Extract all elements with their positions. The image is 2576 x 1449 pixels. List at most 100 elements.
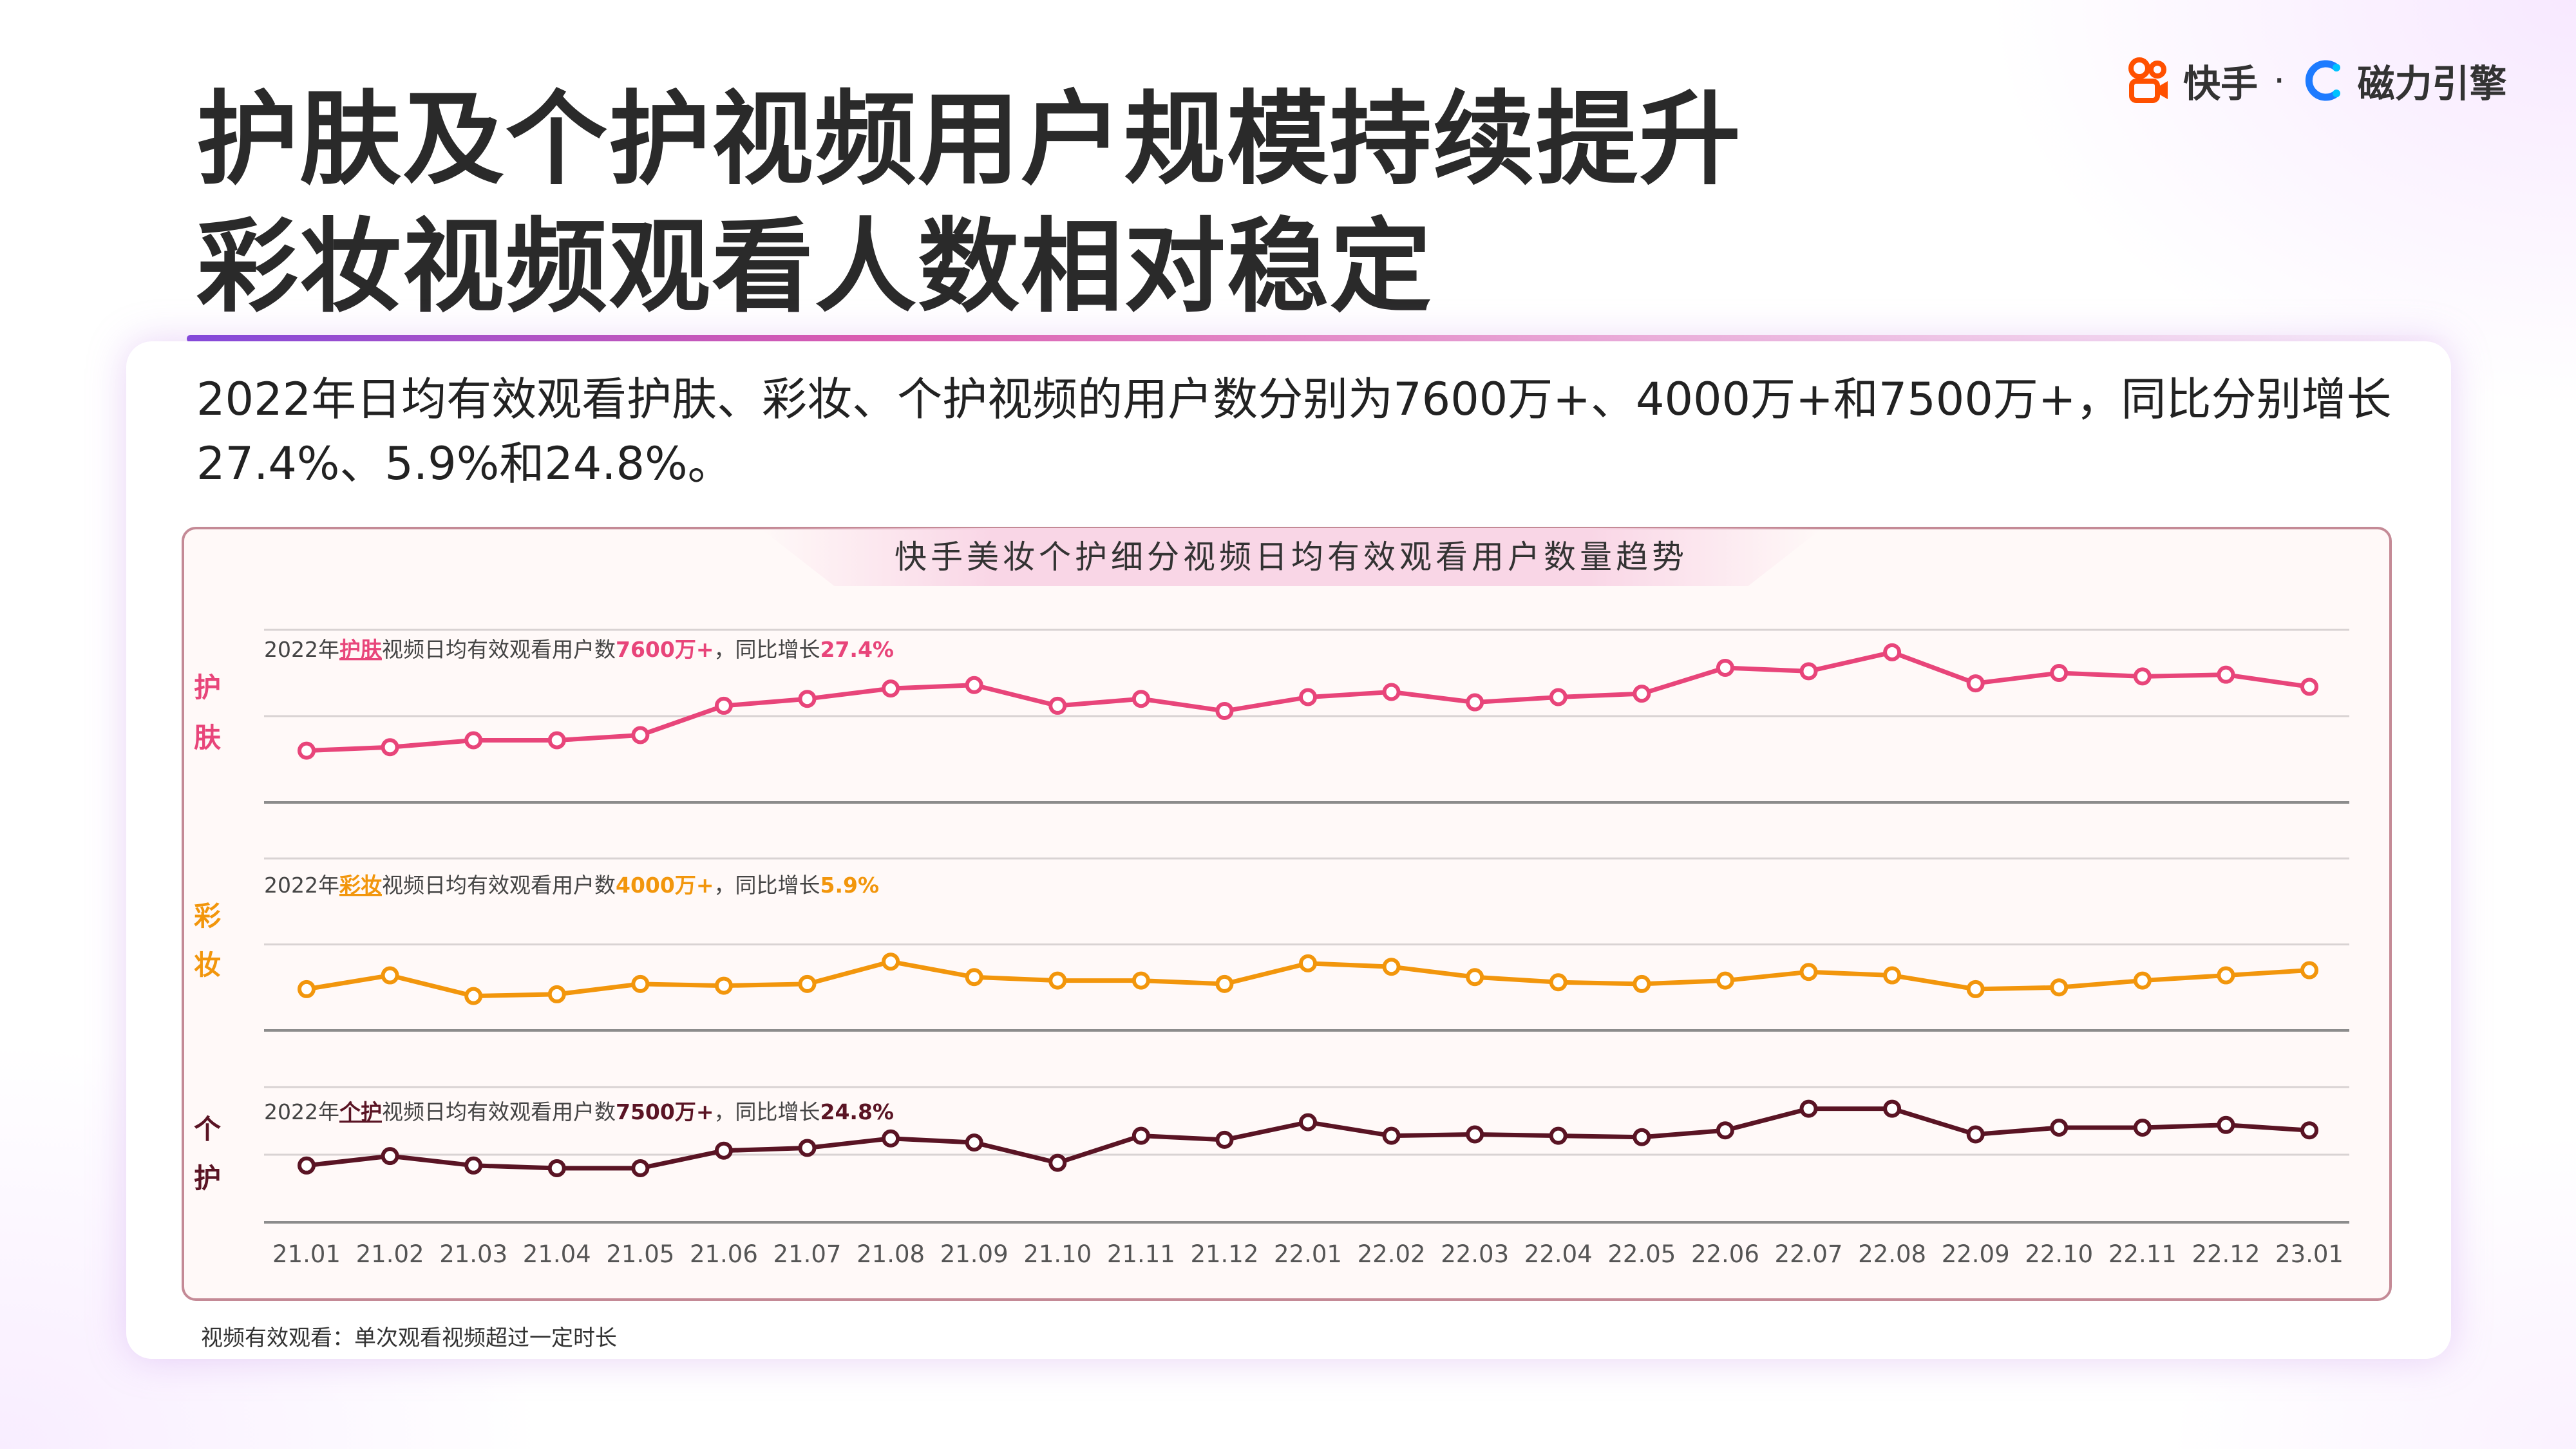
annotation-part: 个护 xyxy=(339,1099,382,1124)
data-point-skincare-22.02 xyxy=(1382,683,1401,701)
panel-side-label: 护 xyxy=(194,672,221,703)
x-tick-label: 22.09 xyxy=(1942,1240,2010,1268)
data-point-skincare-21.12 xyxy=(1215,701,1234,720)
data-point-skincare-22.11 xyxy=(2133,667,2152,686)
annotation-part: 彩妆 xyxy=(339,873,382,898)
data-point-personal-22.10 xyxy=(2050,1119,2069,1137)
annotation-part: 27.4% xyxy=(820,637,894,662)
data-point-makeup-21.01 xyxy=(298,980,316,998)
data-point-personal-22.09 xyxy=(1966,1125,1985,1144)
x-tick-label: 22.02 xyxy=(1358,1240,1426,1268)
data-point-personal-22.12 xyxy=(2217,1115,2235,1134)
title-accent-line xyxy=(187,335,2454,343)
data-point-personal-21.08 xyxy=(882,1129,900,1148)
x-tick-label: 22.05 xyxy=(1607,1240,1676,1268)
data-point-personal-21.01 xyxy=(298,1156,316,1175)
data-point-skincare-22.04 xyxy=(1549,688,1567,706)
data-point-makeup-22.05 xyxy=(1633,974,1651,993)
data-point-makeup-21.09 xyxy=(965,968,983,987)
x-tick-label: 22.11 xyxy=(2108,1240,2177,1268)
annotation-part: 5.9% xyxy=(820,873,879,898)
data-point-makeup-21.04 xyxy=(547,985,566,1003)
x-tick-label: 22.12 xyxy=(2192,1240,2260,1268)
panel-side-label: 彩 xyxy=(194,900,221,932)
x-tick-label: 21.04 xyxy=(523,1240,591,1268)
panel-side-label: 护 xyxy=(194,1162,221,1194)
x-tick-label: 22.06 xyxy=(1691,1240,1759,1268)
data-point-personal-21.03 xyxy=(464,1156,483,1175)
x-tick-label: 21.05 xyxy=(606,1240,674,1268)
brand1-text: 快手 xyxy=(2183,62,2259,106)
panel-side-label: 肤 xyxy=(194,722,221,753)
cili-engine-logo-icon xyxy=(2306,60,2341,101)
x-tick-label: 21.12 xyxy=(1190,1240,1258,1268)
brand-logo: 快手 · 磁力引擎 xyxy=(2125,52,2506,109)
annotation-part: ，同比增长 xyxy=(714,1099,820,1124)
data-point-skincare-22.03 xyxy=(1466,693,1484,712)
data-point-makeup-21.12 xyxy=(1215,974,1234,993)
kuaishou-logo-icon xyxy=(2128,57,2168,103)
data-point-makeup-22.06 xyxy=(1716,971,1734,990)
data-point-makeup-21.10 xyxy=(1048,971,1067,990)
data-point-makeup-22.03 xyxy=(1466,968,1484,987)
footnote: 视频有效观看：单次观看视频超过一定时长 xyxy=(201,1325,617,1351)
data-point-makeup-21.08 xyxy=(882,952,900,971)
x-tick-label: 22.10 xyxy=(2025,1240,2093,1268)
data-point-makeup-22.11 xyxy=(2133,971,2152,990)
data-point-skincare-21.07 xyxy=(798,690,817,708)
annotation-part: 视频日均有效观看用户数 xyxy=(382,1099,616,1124)
data-point-skincare-23.01 xyxy=(2300,677,2318,696)
summary-text: 2022年日均有效观看护肤、彩妆、个护视频的用户数分别为7600万+、4000万… xyxy=(196,373,2392,490)
data-point-personal-22.11 xyxy=(2133,1119,2152,1137)
data-point-personal-21.07 xyxy=(798,1139,817,1157)
data-point-skincare-22.10 xyxy=(2050,664,2069,682)
panel-side-label: 个 xyxy=(194,1113,221,1145)
data-point-skincare-21.11 xyxy=(1132,690,1150,708)
x-tick-label: 21.08 xyxy=(857,1240,925,1268)
data-point-skincare-22.09 xyxy=(1966,674,1985,693)
x-tick-label: 22.07 xyxy=(1775,1240,1843,1268)
annotation-part: 护肤 xyxy=(339,637,383,662)
x-tick-label: 22.08 xyxy=(1858,1240,1926,1268)
annotation-part: 2022年 xyxy=(264,637,339,662)
data-point-makeup-22.01 xyxy=(1299,954,1317,972)
x-tick-label: 21.10 xyxy=(1023,1240,1092,1268)
x-tick-label: 21.09 xyxy=(940,1240,1009,1268)
panel-annotation: 2022年护肤视频日均有效观看用户数7600万+，同比增长27.4% xyxy=(264,637,894,662)
data-point-makeup-21.06 xyxy=(714,976,733,995)
data-point-skincare-21.09 xyxy=(965,676,983,694)
data-point-makeup-21.07 xyxy=(798,974,817,993)
data-point-personal-21.12 xyxy=(1215,1130,1234,1149)
chart-title: 快手美妆个护细分视频日均有效观看用户数量趋势 xyxy=(895,538,1688,576)
annotation-part: ，同比增长 xyxy=(714,873,820,898)
x-tick-label: 21.02 xyxy=(356,1240,424,1268)
data-point-personal-22.01 xyxy=(1299,1113,1317,1132)
data-point-skincare-21.05 xyxy=(631,726,650,744)
annotation-part: 24.8% xyxy=(820,1099,894,1124)
data-point-personal-22.05 xyxy=(1633,1128,1651,1146)
data-point-skincare-21.10 xyxy=(1048,696,1067,715)
annotation-part: 视频日均有效观看用户数 xyxy=(382,637,616,662)
data-point-personal-22.06 xyxy=(1716,1121,1734,1140)
annotation-part: ，同比增长 xyxy=(714,637,820,662)
data-point-personal-21.02 xyxy=(381,1147,399,1166)
data-point-skincare-21.02 xyxy=(381,738,399,757)
data-point-makeup-21.11 xyxy=(1132,971,1150,990)
data-point-personal-22.03 xyxy=(1466,1125,1484,1144)
data-point-personal-21.06 xyxy=(714,1141,733,1160)
x-tick-label: 21.03 xyxy=(439,1240,507,1268)
annotation-part: 视频日均有效观看用户数 xyxy=(382,873,616,898)
data-point-makeup-22.04 xyxy=(1549,973,1567,992)
brand2-text: 磁力引擎 xyxy=(2357,62,2507,106)
x-tick-label: 22.03 xyxy=(1441,1240,1509,1268)
data-point-skincare-21.06 xyxy=(714,696,733,715)
brand-separator: · xyxy=(2273,59,2286,102)
panel-side-label: 妆 xyxy=(194,949,221,981)
data-point-makeup-21.02 xyxy=(381,966,399,985)
data-point-makeup-22.12 xyxy=(2217,966,2235,985)
data-point-personal-22.07 xyxy=(1799,1099,1818,1118)
